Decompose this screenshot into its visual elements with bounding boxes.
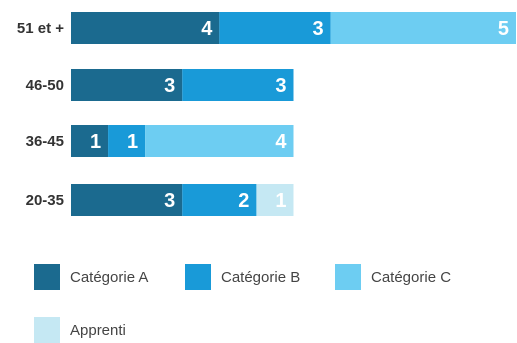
bar-segment xyxy=(71,184,183,216)
bar-segment xyxy=(145,125,294,157)
bar-segment xyxy=(182,184,257,216)
bar-value-label: 1 xyxy=(127,131,138,153)
legend-swatch xyxy=(335,264,361,290)
category-label: 20-35 xyxy=(26,192,64,209)
bar-segment xyxy=(71,12,220,44)
legend-label: Catégorie B xyxy=(221,268,301,286)
bar-segment xyxy=(71,69,183,101)
bar-segment xyxy=(71,125,109,157)
legend-item: Apprenti xyxy=(34,317,126,343)
category-label: 36-45 xyxy=(26,133,64,150)
bar-value-label: 4 xyxy=(275,131,287,153)
category-label: 51 et + xyxy=(17,20,64,37)
bar-value-label: 1 xyxy=(275,190,286,212)
legend-label: Catégorie C xyxy=(371,268,452,286)
bar-segment xyxy=(182,69,294,101)
bar-segment xyxy=(219,12,331,44)
legend-swatch xyxy=(34,317,60,343)
bar-segment xyxy=(256,184,294,216)
legend-item: Catégorie A xyxy=(34,264,148,290)
legend-swatch xyxy=(34,264,60,290)
category-label: 46-50 xyxy=(26,77,64,94)
legend-label: Catégorie A xyxy=(70,268,149,286)
legend-swatch xyxy=(185,264,211,290)
bar-value-label: 3 xyxy=(164,190,175,212)
bar-value-label: 4 xyxy=(201,18,213,40)
legend-item: Catégorie C xyxy=(335,264,451,290)
bar-segment xyxy=(330,12,516,44)
stacked-bar-chart: 51 et + 4 3 5 46-50 3 3 36-45 1 1 4 20-35 3 2 1 xyxy=(17,12,516,216)
legend-label: Apprenti xyxy=(70,321,126,339)
bar-value-label: 3 xyxy=(312,18,323,40)
bar-value-label: 5 xyxy=(498,18,509,40)
bar-value-label: 1 xyxy=(90,131,101,153)
bar-value-label: 3 xyxy=(164,75,175,97)
legend-item: Catégorie B xyxy=(185,264,300,290)
bar-segment xyxy=(108,125,146,157)
bar-value-label: 2 xyxy=(238,190,249,212)
bar-value-label: 3 xyxy=(275,75,286,97)
